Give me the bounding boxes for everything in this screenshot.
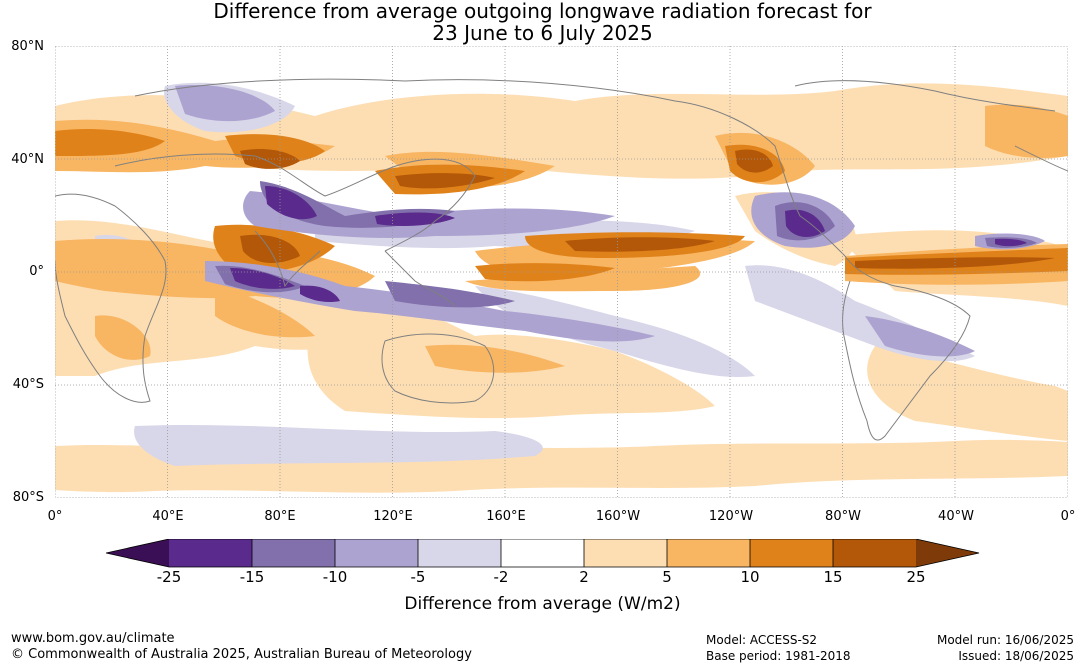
lat-label-80s: 80°S — [12, 490, 44, 505]
colorbar-bin-5-10 — [667, 539, 750, 567]
colorbar-bin-neg15-neg10 — [252, 539, 335, 567]
colorbar-bin-10-15 — [750, 539, 833, 567]
lon-label-0-right: 0° — [1060, 509, 1076, 524]
colorbar-bin-neg25-neg15 — [169, 539, 252, 567]
colorbar-tick-neg2: -2 — [493, 568, 509, 586]
title-line-2: 23 June to 6 July 2025 — [432, 21, 653, 45]
lon-label-40e: 40°E — [152, 509, 184, 524]
colorbar-tick-25: 25 — [906, 568, 926, 586]
title-line-1: Difference from average outgoing longwav… — [213, 0, 872, 23]
colorbar-arrow-high — [916, 539, 979, 567]
coastlines — [55, 78, 1068, 441]
olr-anomaly-map — [55, 46, 1068, 498]
footer-base-period: Base period: 1981-2018 — [706, 649, 851, 663]
colorbar-tick-15: 15 — [823, 568, 843, 586]
colorbar-bin-15-25 — [833, 539, 916, 567]
colorbar-tick-neg10: -10 — [322, 568, 348, 586]
footer-issued: Issued: 18/06/2025 — [958, 649, 1074, 663]
colorbar-tick-10: 10 — [740, 568, 760, 586]
lon-label-160e: 160°E — [486, 509, 526, 524]
colorbar-tick-2: 2 — [579, 568, 589, 586]
lon-label-80e: 80°E — [264, 509, 296, 524]
graticule — [55, 46, 1068, 498]
colorbar-bin-neg10-neg5 — [335, 539, 418, 567]
map-canvas — [55, 46, 1068, 498]
footer-model-run: Model run: 16/06/2025 — [936, 633, 1074, 647]
lat-label-40n: 40°N — [11, 152, 44, 167]
colorbar-bin-2-5 — [584, 539, 667, 567]
lat-label-40s: 40°S — [12, 377, 44, 392]
footer-url: www.bom.gov.au/climate — [11, 631, 175, 646]
lat-label-0: 0° — [29, 264, 44, 279]
colorbar-bin-neg2-2 — [501, 539, 584, 567]
lon-label-120w: 120°W — [708, 509, 754, 524]
footer-copyright: © Commonwealth of Australia 2025, Austra… — [11, 647, 472, 662]
lon-label-40w: 40°W — [938, 509, 974, 524]
lon-label-160w: 160°W — [595, 509, 641, 524]
map-title: Difference from average outgoing longwav… — [0, 0, 1085, 44]
colorbar-tick-neg25: -25 — [156, 568, 182, 586]
colorbar-bin-neg5-neg2 — [418, 539, 501, 567]
lon-label-80w: 80°W — [825, 509, 861, 524]
colorbar-tick-neg5: -5 — [410, 568, 426, 586]
negative-extreme-areas — [230, 186, 1027, 303]
colorbar-label: Difference from average (W/m2) — [404, 594, 681, 614]
colorbar-tick-neg15: -15 — [239, 568, 265, 586]
colorbar-tick-5: 5 — [662, 568, 672, 586]
lon-label-0-left: 0° — [47, 509, 63, 524]
lon-label-120e: 120°E — [373, 509, 413, 524]
colorbar — [106, 539, 980, 568]
lat-label-80n: 80°N — [11, 39, 44, 54]
footer-model: Model: ACCESS-S2 — [706, 633, 818, 647]
colorbar-arrow-low — [106, 539, 169, 567]
